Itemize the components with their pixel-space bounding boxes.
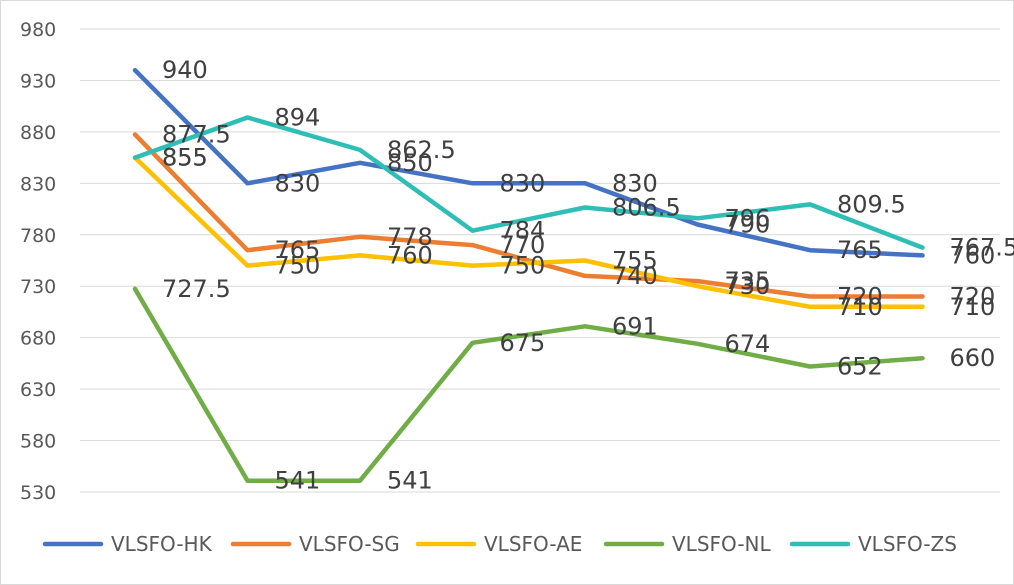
- data-label-vlsfo-zs: 767.5: [950, 234, 1014, 262]
- data-label-vlsfo-ae: 760: [387, 241, 433, 269]
- data-label-vlsfo-nl: 674: [725, 330, 771, 358]
- y-tick-label: 680: [20, 328, 56, 350]
- data-label-vlsfo-sg: 877.5: [162, 120, 231, 148]
- y-tick-label: 980: [20, 19, 56, 41]
- y-tick-label: 780: [20, 225, 56, 247]
- legend-label: VLSFO-HK: [111, 532, 213, 556]
- data-label-vlsfo-nl: 541: [275, 467, 321, 495]
- data-label-vlsfo-hk: 830: [612, 169, 658, 197]
- y-tick-label: 530: [20, 482, 56, 504]
- data-label-vlsfo-hk: 830: [275, 169, 321, 197]
- data-label-vlsfo-sg: 720: [950, 283, 996, 311]
- data-label-vlsfo-ae: 750: [275, 252, 321, 280]
- data-label-vlsfo-zs: 894: [275, 103, 321, 131]
- data-label-vlsfo-sg: 765: [275, 236, 321, 264]
- legend-label: VLSFO-SG: [299, 532, 400, 556]
- data-label-vlsfo-hk: 790: [725, 210, 771, 238]
- data-label-vlsfo-hk: 760: [950, 241, 996, 269]
- data-label-vlsfo-ae: 730: [725, 272, 771, 300]
- series-line-vlsfo-ae: [132, 155, 925, 310]
- data-label-vlsfo-hk: 765: [837, 236, 883, 264]
- data-label-vlsfo-sg: 740: [612, 262, 658, 290]
- data-label-vlsfo-sg: 720: [837, 283, 883, 311]
- y-tick-label: 630: [20, 379, 56, 401]
- data-label-vlsfo-zs: 784: [500, 217, 546, 245]
- data-label-vlsfo-ae: 750: [500, 252, 546, 280]
- data-label-vlsfo-nl: 652: [837, 352, 883, 380]
- data-label-vlsfo-zs: 809.5: [837, 190, 906, 218]
- legend-label: VLSFO-AE: [484, 532, 582, 556]
- data-label-vlsfo-sg: 778: [387, 223, 433, 251]
- data-label-vlsfo-ae: 710: [950, 293, 996, 321]
- data-label-vlsfo-nl: 727.5: [162, 275, 231, 303]
- data-label-vlsfo-nl: 675: [500, 329, 546, 357]
- data-label-vlsfo-ae: 855: [162, 144, 208, 172]
- y-tick-label: 580: [20, 431, 56, 453]
- data-label-vlsfo-nl: 541: [387, 467, 433, 495]
- series-line-vlsfo-hk: [132, 67, 925, 258]
- data-label-vlsfo-nl: 691: [612, 312, 658, 340]
- data-label-vlsfo-hk: 940: [162, 56, 208, 84]
- data-label-vlsfo-sg: 770: [500, 231, 546, 259]
- series-line-vlsfo-nl: [132, 286, 925, 483]
- data-label-vlsfo-hk: 830: [500, 169, 546, 197]
- data-label-vlsfo-nl: 660: [950, 344, 996, 372]
- y-tick-label: 880: [20, 122, 56, 144]
- data-label-vlsfo-zs: 806.5: [612, 194, 681, 222]
- data-label-vlsfo-ae: 755: [612, 247, 658, 275]
- y-tick-label: 830: [20, 173, 56, 195]
- legend-label: VLSFO-NL: [672, 532, 772, 556]
- data-label-vlsfo-zs: 862.5: [387, 136, 456, 164]
- data-label-vlsfo-zs: 796: [725, 204, 771, 232]
- series-line-vlsfo-sg: [132, 132, 925, 299]
- series-line-vlsfo-zs: [132, 115, 925, 250]
- data-label-vlsfo-zs: 855: [162, 144, 208, 172]
- legend-label: VLSFO-ZS: [858, 532, 957, 556]
- y-tick-label: 730: [20, 276, 56, 298]
- data-label-vlsfo-hk: 850: [387, 149, 433, 177]
- data-label-vlsfo-sg: 735: [725, 267, 771, 295]
- data-label-vlsfo-ae: 710: [837, 293, 883, 321]
- y-tick-label: 930: [20, 70, 56, 92]
